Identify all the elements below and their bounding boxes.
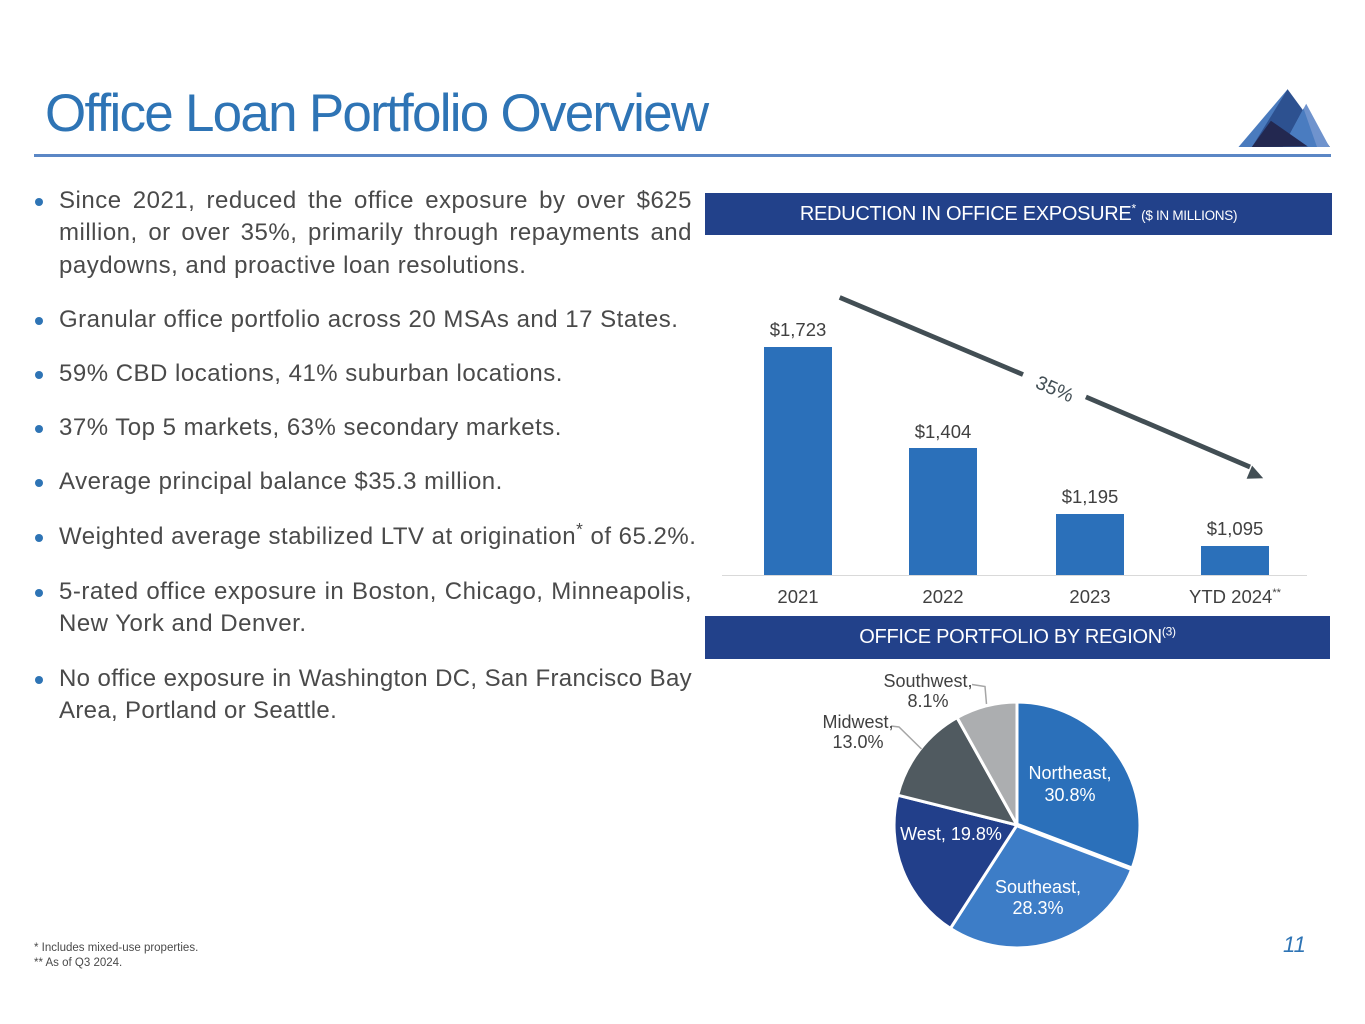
svg-text:35%: 35% bbox=[1032, 372, 1077, 408]
